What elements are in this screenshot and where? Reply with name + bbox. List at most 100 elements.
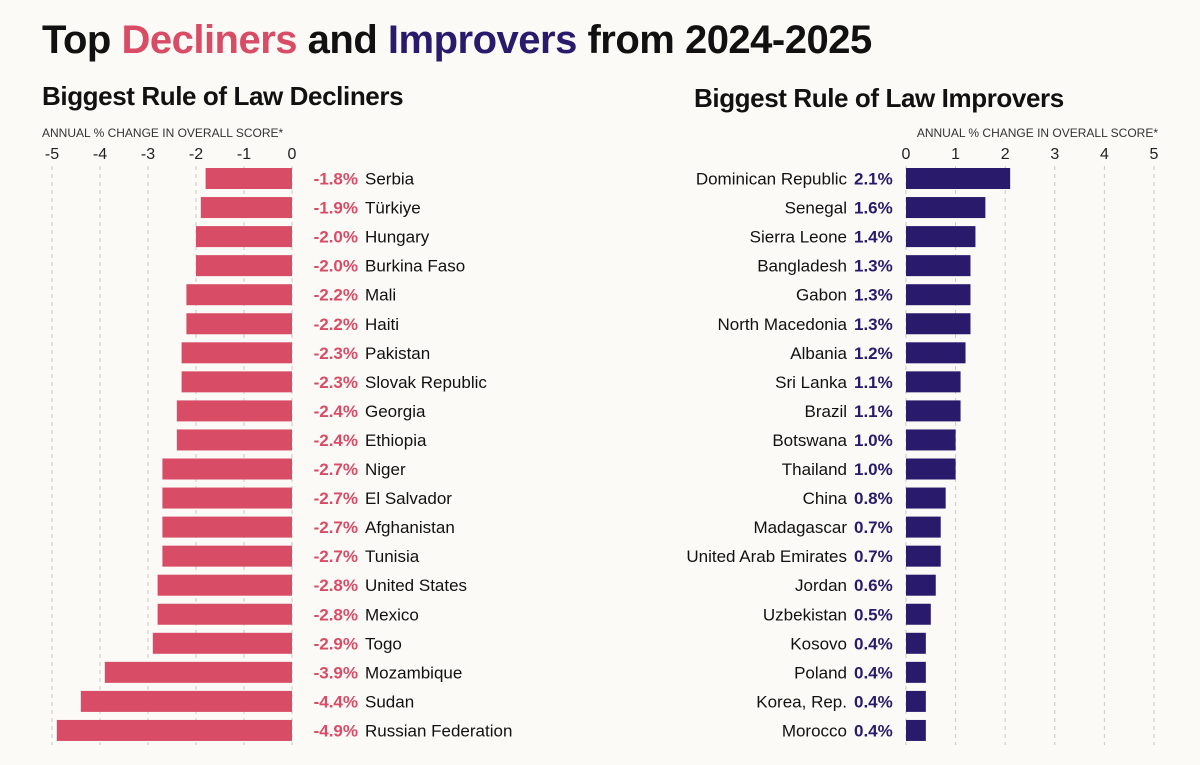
improvers-category-label: Gabon bbox=[796, 286, 847, 305]
decliners-bar bbox=[196, 255, 292, 277]
decliners-data-label: -2.3% bbox=[314, 373, 358, 392]
decliners-category-label: Hungary bbox=[365, 228, 430, 247]
improvers-bar bbox=[906, 516, 941, 538]
improvers-bar bbox=[906, 168, 1011, 189]
improvers-category-label: Madagascar bbox=[753, 518, 847, 537]
decliners-data-label: -1.9% bbox=[314, 199, 358, 218]
improvers-category-label: Albania bbox=[790, 344, 847, 363]
improvers-data-label: 0.5% bbox=[854, 605, 893, 624]
improvers-bar bbox=[906, 661, 926, 683]
improvers-data-label: 1.1% bbox=[854, 373, 893, 392]
improvers-bar bbox=[906, 284, 971, 306]
decliners-bar bbox=[162, 458, 292, 480]
decliners-tick-label: 0 bbox=[288, 146, 297, 163]
decliners-tick-label: -5 bbox=[45, 146, 59, 163]
decliners-category-label: Mozambique bbox=[365, 663, 462, 682]
improvers-tick-label: 1 bbox=[951, 146, 960, 163]
improvers-bar bbox=[906, 603, 931, 625]
decliners-bar bbox=[186, 284, 292, 306]
improvers-data-label: 1.0% bbox=[854, 460, 893, 479]
decliners-bar bbox=[104, 661, 292, 683]
decliners-category-label: United States bbox=[365, 576, 467, 595]
title-improvers: Improvers bbox=[387, 18, 577, 62]
decliners-data-label: -2.7% bbox=[314, 547, 358, 566]
decliners-bar bbox=[162, 487, 292, 509]
improvers-data-label: 0.7% bbox=[854, 547, 893, 566]
decliners-data-label: -4.9% bbox=[314, 721, 358, 740]
decliners-category-label: Tunisia bbox=[365, 547, 420, 566]
improvers-data-label: 0.4% bbox=[854, 634, 893, 653]
improvers-category-label: Korea, Rep. bbox=[756, 692, 847, 711]
improvers-data-label: 1.3% bbox=[854, 315, 893, 334]
decliners-data-label: -2.0% bbox=[314, 228, 358, 247]
improvers-data-label: 2.1% bbox=[854, 170, 893, 189]
improvers-bar bbox=[906, 371, 961, 393]
decliners-data-label: -4.4% bbox=[314, 692, 358, 711]
improvers-bar bbox=[906, 690, 926, 712]
decliners-bar bbox=[181, 371, 292, 393]
decliners-data-label: -2.4% bbox=[314, 402, 358, 421]
decliners-category-label: Sudan bbox=[365, 692, 414, 711]
decliners-bar bbox=[181, 342, 292, 364]
decliners-axis-label: ANNUAL % CHANGE IN OVERALL SCORE* bbox=[42, 126, 284, 140]
improvers-category-label: Thailand bbox=[782, 460, 847, 479]
decliners-category-label: Georgia bbox=[365, 402, 426, 421]
decliners-bar bbox=[152, 632, 292, 654]
improvers-category-label: Morocco bbox=[782, 721, 847, 740]
improvers-category-label: United Arab Emirates bbox=[686, 547, 847, 566]
improvers-data-label: 0.6% bbox=[854, 576, 893, 595]
improvers-category-label: Brazil bbox=[804, 402, 847, 421]
improvers-bar bbox=[906, 632, 926, 654]
improvers-bar bbox=[906, 255, 971, 277]
decliners-category-label: Mexico bbox=[365, 605, 419, 624]
improvers-category-label: Sierra Leone bbox=[750, 228, 847, 247]
decliners-tick-label: -3 bbox=[141, 146, 155, 163]
improvers-data-label: 1.6% bbox=[854, 199, 893, 218]
decliners-data-label: -2.8% bbox=[314, 605, 358, 624]
improvers-bar bbox=[906, 313, 971, 335]
improvers-tick-label: 5 bbox=[1150, 146, 1159, 163]
improvers-bar bbox=[906, 400, 961, 422]
improvers-data-label: 0.4% bbox=[854, 721, 893, 740]
decliners-category-label: Slovak Republic bbox=[365, 373, 487, 392]
decliners-data-label: -2.9% bbox=[314, 634, 358, 653]
improvers-bar bbox=[906, 487, 946, 509]
improvers-bar bbox=[906, 226, 976, 248]
decliners-category-label: Russian Federation bbox=[365, 721, 512, 740]
decliners-bar bbox=[176, 429, 292, 451]
improvers-tick-label: 0 bbox=[902, 146, 911, 163]
improvers-category-label: Jordan bbox=[795, 576, 847, 595]
decliners-bar bbox=[186, 313, 292, 335]
decliners-bar bbox=[80, 690, 292, 712]
improvers-bar bbox=[906, 458, 956, 480]
improvers-category-label: Poland bbox=[794, 663, 847, 682]
decliners-bar bbox=[196, 226, 292, 248]
improvers-data-label: 0.4% bbox=[854, 692, 893, 711]
improvers-axis-label: ANNUAL % CHANGE IN OVERALL SCORE* bbox=[917, 126, 1159, 140]
improvers-category-label: Uzbekistan bbox=[763, 605, 847, 624]
decliners-category-label: Pakistan bbox=[365, 344, 430, 363]
improvers-data-label: 0.4% bbox=[854, 663, 893, 682]
decliners-data-label: -2.7% bbox=[314, 489, 358, 508]
decliners-tick-label: -4 bbox=[93, 146, 107, 163]
improvers-category-label: Kosovo bbox=[790, 634, 847, 653]
decliners-category-label: Serbia bbox=[365, 170, 415, 189]
improvers-bar bbox=[906, 429, 956, 451]
title-decliners: Decliners bbox=[121, 18, 298, 62]
decliners-data-label: -2.3% bbox=[314, 344, 358, 363]
decliners-bar bbox=[205, 168, 292, 189]
decliners-data-label: -2.2% bbox=[314, 286, 358, 305]
decliners-bar bbox=[56, 719, 292, 741]
improvers-tick-label: 3 bbox=[1050, 146, 1059, 163]
improvers-category-label: Sri Lanka bbox=[775, 373, 847, 392]
decliners-bar bbox=[157, 574, 292, 596]
decliners-data-label: -2.0% bbox=[314, 257, 358, 276]
decliners-bar bbox=[162, 516, 292, 538]
title-and: and bbox=[297, 18, 388, 62]
improvers-bar bbox=[906, 197, 986, 219]
improvers-bar bbox=[906, 342, 966, 364]
decliners-category-label: Ethiopia bbox=[365, 431, 427, 450]
title-suffix: from 2024-2025 bbox=[576, 18, 872, 62]
decliners-category-label: Mali bbox=[365, 286, 396, 305]
